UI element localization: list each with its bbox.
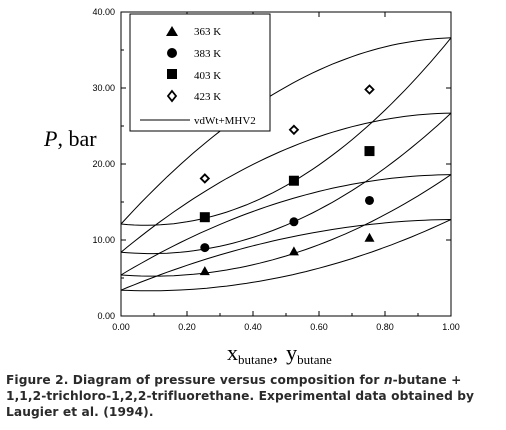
bubble-curve	[120, 112, 452, 253]
legend-marker-363	[166, 26, 178, 36]
point-triangle	[364, 232, 375, 242]
y-tick-label: 10.00	[92, 235, 115, 245]
chart-legend: 363 K 383 K 403 K 423 K vdWt+MHV2	[129, 13, 271, 132]
point-diamond	[288, 124, 300, 136]
bubble-curve	[120, 219, 452, 291]
x-tick-label: 0.40	[244, 322, 262, 332]
legend-label-383: 383 K	[194, 48, 221, 60]
x-tick-label: 1.00	[442, 322, 460, 332]
point-diamond	[364, 84, 375, 95]
point-square	[288, 175, 299, 186]
x-axis-separator: ,	[273, 340, 279, 365]
point-square	[199, 212, 210, 223]
x-axis-symbol-2: y	[286, 340, 297, 365]
y-axis-symbol: P	[43, 126, 57, 151]
caption-text-before: Diagram of pressure versus composition f…	[72, 373, 380, 387]
y-tick-label: 30.00	[92, 83, 115, 93]
x-axis-subscript: butane	[238, 352, 273, 367]
figure-caption: Figure 2. Diagram of pressure versus com…	[6, 372, 502, 420]
dew-curve	[120, 219, 452, 292]
point-diamond	[199, 173, 211, 184]
data-points	[199, 84, 375, 276]
point-circle	[200, 243, 210, 253]
dew-curve	[120, 174, 452, 277]
legend-box	[129, 13, 271, 132]
model-curves	[120, 37, 452, 292]
y-tick-label: 0.00	[97, 311, 115, 321]
x-tick-label: 0.60	[310, 322, 328, 332]
legend-marker-423	[166, 89, 178, 103]
chart-ticks: 0.00 10.00 20.00 30.00 40.00 0.00 0.20 0.40 0.60…	[92, 7, 459, 332]
chart: 0.00 10.00 20.00 30.00 40.00 0.00 0.20 0.40 0.60…	[43, 7, 460, 367]
caption-label: Figure 2.	[6, 373, 69, 387]
dew-curve	[120, 37, 452, 226]
point-triangle	[288, 246, 299, 256]
caption-text-after: -butane + 1,1,2-trichloro-1,2,2-trifluor…	[6, 373, 475, 419]
bubble-curve	[120, 37, 452, 225]
point-circle	[364, 195, 374, 205]
x-tick-label: 0.80	[376, 322, 394, 332]
dew-curve	[120, 112, 452, 255]
legend-label-363: 363 K	[194, 26, 221, 38]
point-square	[364, 146, 375, 157]
y-tick-label: 20.00	[92, 159, 115, 169]
x-tick-label: 0.00	[112, 322, 130, 332]
legend-label-423: 423 K	[194, 91, 221, 103]
y-tick-label: 40.00	[92, 7, 115, 17]
legend-marker-383	[167, 48, 177, 58]
y-axis-title: P, bar	[43, 126, 97, 151]
point-triangle	[199, 266, 210, 276]
x-axis-symbol: x	[227, 340, 238, 365]
caption-italic-term: n	[383, 373, 393, 387]
x-tick-label: 0.20	[178, 322, 196, 332]
point-circle	[289, 217, 299, 227]
bubble-curve	[120, 174, 452, 276]
legend-label-403: 403 K	[194, 70, 221, 82]
legend-marker-403	[167, 69, 177, 79]
x-axis-title: xbutane, ybutane	[227, 340, 332, 367]
x-axis-subscript-2: butane	[297, 352, 332, 367]
y-axis-unit: , bar	[57, 126, 97, 151]
legend-label-model: vdWt+MHV2	[194, 115, 256, 127]
